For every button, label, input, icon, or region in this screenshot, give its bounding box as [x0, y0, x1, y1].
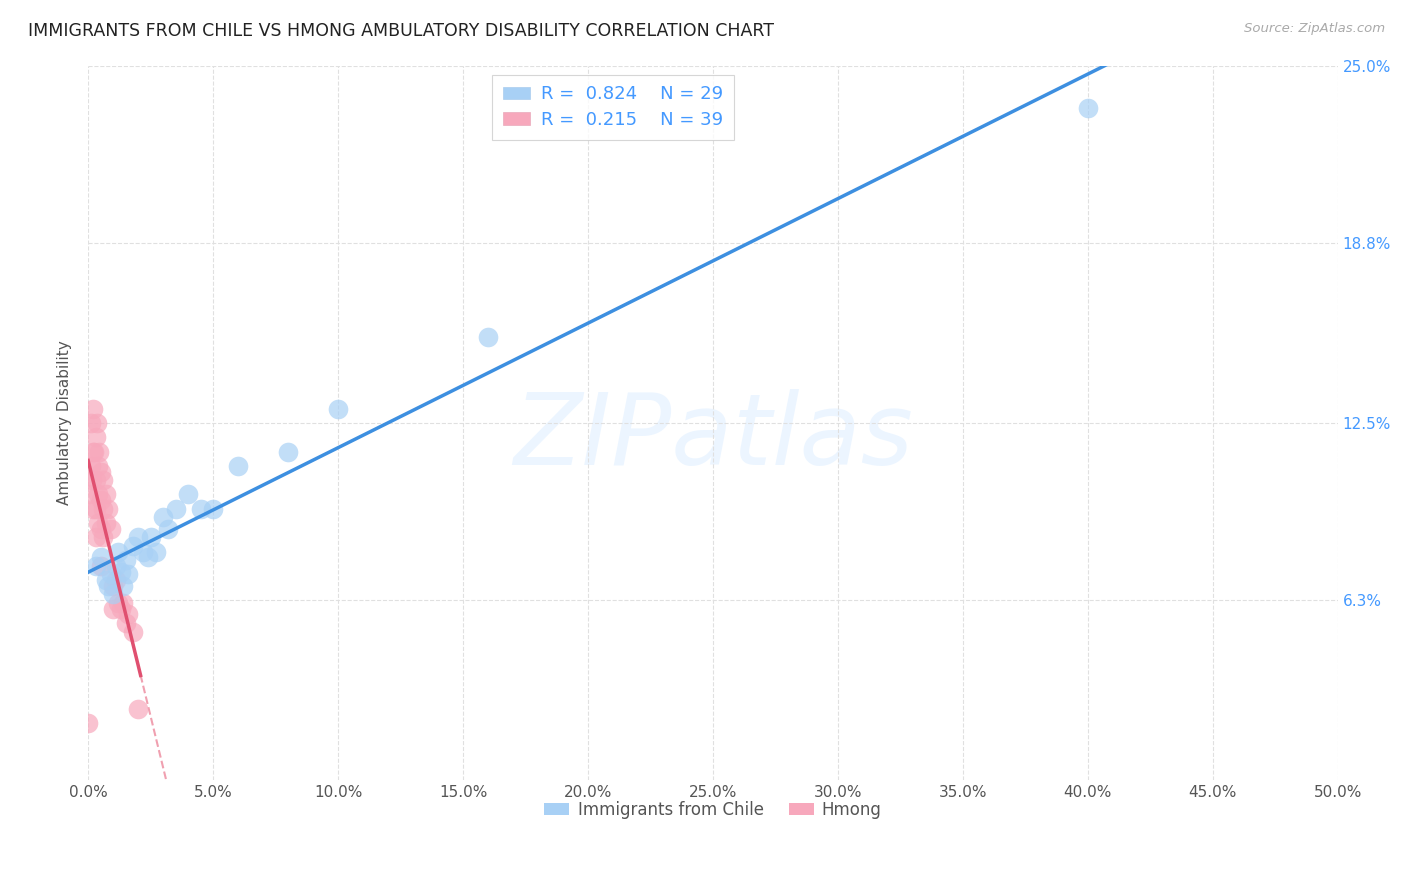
- Point: [110, 601, 132, 615]
- Point: [326, 401, 349, 416]
- Point: [145, 544, 167, 558]
- Point: [87, 458, 110, 473]
- Point: [90, 493, 112, 508]
- Point: [190, 501, 212, 516]
- Point: [91, 473, 114, 487]
- Point: [90, 465, 112, 479]
- Point: [97, 501, 120, 516]
- Point: [84, 530, 107, 544]
- Point: [101, 587, 124, 601]
- Point: [80, 473, 103, 487]
- Point: [152, 510, 174, 524]
- Point: [117, 567, 139, 582]
- Point: [165, 501, 187, 516]
- Point: [100, 567, 122, 582]
- Point: [226, 458, 249, 473]
- Point: [104, 573, 127, 587]
- Point: [79, 458, 101, 473]
- Point: [94, 487, 117, 501]
- Point: [87, 516, 110, 530]
- Point: [114, 553, 136, 567]
- Point: [127, 702, 149, 716]
- Point: [117, 607, 139, 622]
- Point: [101, 601, 124, 615]
- Point: [202, 501, 225, 516]
- Point: [1077, 102, 1099, 116]
- Point: [79, 416, 101, 430]
- Point: [91, 530, 114, 544]
- Point: [104, 558, 127, 573]
- Point: [110, 565, 132, 579]
- Point: [84, 473, 107, 487]
- Point: [139, 530, 162, 544]
- Point: [94, 516, 117, 530]
- Point: [82, 444, 104, 458]
- Point: [82, 401, 104, 416]
- Y-axis label: Ambulatory Disability: Ambulatory Disability: [58, 341, 72, 506]
- Point: [177, 487, 200, 501]
- Point: [122, 624, 145, 639]
- Point: [112, 579, 135, 593]
- Point: [127, 530, 149, 544]
- Point: [114, 616, 136, 631]
- Point: [97, 579, 120, 593]
- Point: [112, 596, 135, 610]
- Legend: Immigrants from Chile, Hmong: Immigrants from Chile, Hmong: [537, 794, 889, 826]
- Point: [86, 416, 108, 430]
- Text: Source: ZipAtlas.com: Source: ZipAtlas.com: [1244, 22, 1385, 36]
- Point: [277, 444, 299, 458]
- Point: [101, 579, 124, 593]
- Point: [79, 487, 101, 501]
- Point: [77, 716, 100, 731]
- Point: [91, 501, 114, 516]
- Point: [107, 544, 129, 558]
- Point: [89, 444, 111, 458]
- Point: [132, 544, 155, 558]
- Point: [84, 558, 107, 573]
- Point: [94, 573, 117, 587]
- Text: IMMIGRANTS FROM CHILE VS HMONG AMBULATORY DISABILITY CORRELATION CHART: IMMIGRANTS FROM CHILE VS HMONG AMBULATOR…: [28, 22, 775, 40]
- Point: [84, 501, 107, 516]
- Point: [122, 539, 145, 553]
- Point: [136, 550, 159, 565]
- Point: [157, 522, 180, 536]
- Point: [100, 522, 122, 536]
- Point: [477, 330, 499, 344]
- Point: [90, 550, 112, 565]
- Point: [87, 487, 110, 501]
- Text: ZIPatlas: ZIPatlas: [513, 389, 912, 486]
- Point: [82, 501, 104, 516]
- Point: [107, 596, 129, 610]
- Point: [84, 430, 107, 444]
- Point: [83, 444, 105, 458]
- Point: [90, 522, 112, 536]
- Point: [90, 558, 112, 573]
